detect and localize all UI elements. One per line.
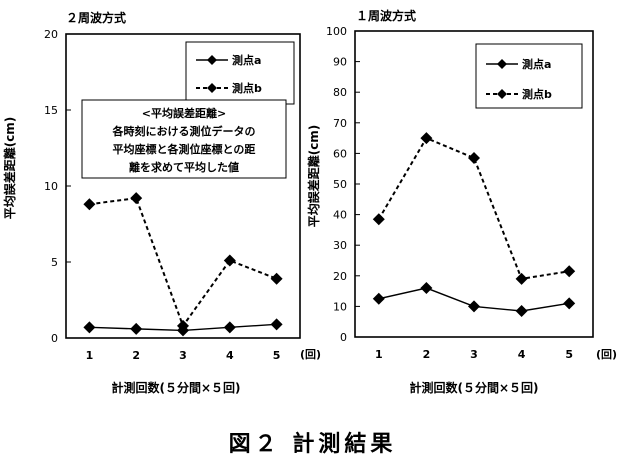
chart-left-x-axis: 1 2 3 4 5 (86, 349, 281, 362)
legend-marker-a (497, 59, 507, 69)
chart-right-ytick-label: 10 (333, 300, 347, 313)
chart-right-ytick-label: 30 (333, 239, 347, 252)
chart-right-series-a-point (372, 292, 385, 305)
chart-left-xtick-label: 1 (86, 349, 94, 362)
chart-left-series-b-point (130, 192, 143, 205)
chart-left-series-b-point (177, 319, 189, 332)
chart-left-series-a-point (130, 322, 143, 335)
chart-left-series-a-point (83, 321, 96, 334)
chart-left-annotation: <平均誤差距離> 各時刻における測位データの 平均座標と各測位座標との距 離を求… (81, 99, 287, 179)
chart-right-xtick-label: 3 (470, 348, 478, 361)
chart-right-ytick-label: 80 (333, 86, 347, 99)
legend-label-a: 測点a (232, 53, 261, 67)
annotation-line-1: <平均誤差距離> (142, 106, 226, 120)
chart-right-xlabel: 計測回数(５分間×５回) (409, 380, 538, 395)
annotation-line-3: 平均座標と各測位座標との距 (113, 142, 256, 156)
legend-label-b: 測点b (232, 81, 262, 95)
chart-left-xtick-label: 5 (273, 349, 281, 362)
chart-left-series-b-point (223, 254, 236, 267)
chart-left-title: ２周波方式 (66, 10, 126, 25)
chart-right-xtick-label: 4 (518, 348, 526, 361)
chart-right: １周波方式 平均誤差距離(cm) 0102030405060708090100 … (306, 8, 617, 395)
legend-marker-b (497, 89, 507, 99)
chart-left-series-a-point (270, 318, 283, 331)
chart-right-xtick-label: 1 (375, 348, 383, 361)
chart-left-y-axis: 0 5 10 15 20 (44, 28, 71, 345)
chart-right-series-b-point (515, 272, 528, 285)
chart-right-y-axis: 0 10 20 30 40 50 60 70 80 90 100 (326, 25, 360, 344)
chart-right-series-a-point (420, 282, 433, 295)
chart-right-ylabel: 平均誤差距離(cm) (306, 125, 321, 228)
legend-marker-a (207, 55, 217, 65)
chart-left-ylabel: 平均誤差距離(cm) (2, 117, 17, 220)
chart-right-ytick-label: 70 (333, 117, 347, 130)
chart-left-ytick-label: 0 (51, 332, 58, 345)
chart-right-series-a-point (468, 300, 480, 313)
chart-right-xtick-label: 2 (423, 348, 431, 361)
chart-right-series-b-point (420, 132, 433, 145)
chart-left-legend-box (185, 41, 295, 105)
chart-left-ytick-label: 10 (44, 180, 58, 193)
chart-left-legend: 測点a 測点b (185, 41, 295, 105)
chart-right-series-b-point (372, 213, 385, 226)
chart-right-ytick-label: 100 (326, 25, 347, 38)
chart-right-x-axis: 1 2 3 4 5 (375, 348, 573, 361)
chart-left-ytick-label: 5 (51, 256, 58, 269)
chart-left-ytick-label: 20 (44, 28, 58, 41)
legend-marker-b (207, 83, 217, 93)
chart-left-xtick-label: 4 (226, 349, 234, 362)
chart-left-xlabel: 計測回数(５分間×５回) (111, 380, 240, 395)
chart-left-x-unit: (回) (300, 347, 321, 361)
chart-right-series-b-point (468, 151, 480, 164)
chart-left-xtick-label: 2 (132, 349, 140, 362)
chart-left-series-b-point (270, 272, 283, 285)
legend-label-b: 測点b (522, 87, 552, 101)
chart-left-series-b-line (89, 197, 277, 328)
chart-left-xtick-label: 3 (179, 349, 187, 362)
chart-right-ytick-label: 90 (333, 56, 347, 69)
chart-right-series-a-point (515, 304, 528, 317)
chart-right-ytick-label: 40 (333, 209, 347, 222)
chart-left: ２周波方式 平均誤差距離(cm) 0 5 10 15 20 1 2 3 4 5 (回) 計測回数… (2, 10, 321, 395)
figure-caption: 図２ 計測結果 (228, 432, 397, 457)
annotation-line-4: 離を求めて平均した値 (129, 160, 239, 174)
legend-label-a: 測点a (522, 57, 551, 71)
chart-right-ytick-label: 20 (333, 270, 347, 283)
annotation-line-2: 各時刻における測位データの (112, 124, 256, 138)
chart-right-series-a-point (563, 297, 576, 310)
chart-right-ytick-label: 0 (340, 331, 347, 344)
chart-right-ytick-label: 50 (333, 178, 347, 191)
chart-right-x-unit: (回) (596, 347, 617, 361)
chart-left-series-b-point (83, 198, 96, 211)
chart-right-series-b-point (563, 265, 576, 278)
chart-right-legend-box (475, 43, 583, 109)
chart-right-xtick-label: 5 (565, 348, 573, 361)
annotation-box (81, 99, 287, 179)
chart-right-series (372, 132, 576, 317)
chart-right-title: １周波方式 (356, 8, 416, 23)
chart-right-legend: 測点a 測点b (475, 43, 583, 109)
chart-left-ytick-label: 15 (44, 104, 58, 117)
chart-left-series (83, 192, 283, 337)
chart-left-series-a-point (223, 321, 236, 334)
chart-right-ytick-label: 60 (333, 147, 347, 160)
